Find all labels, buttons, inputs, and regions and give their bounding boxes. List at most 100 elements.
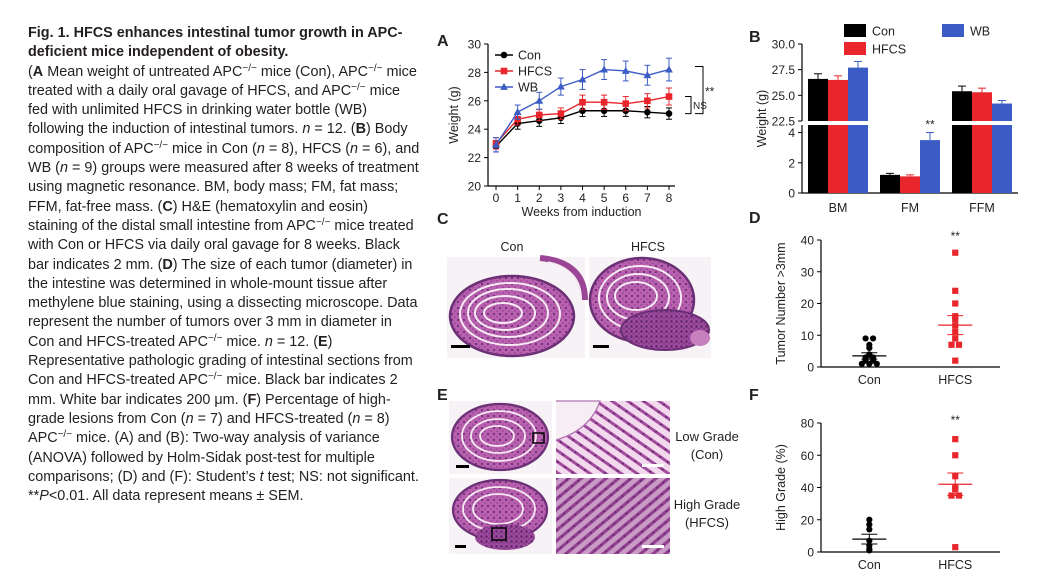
x-tick-label: 1 [514,191,521,205]
legend-swatch-hfcs [844,42,866,55]
scale-bar-2mm-c-con [451,345,470,348]
data-point-wb [665,65,673,73]
data-point-con [866,547,873,554]
micrograph-e-low-grade [449,401,552,474]
bar-wb-ffm [992,103,1012,121]
data-point-con [866,344,873,352]
legend-marker [500,51,508,59]
y-axis-label: Tumor Number >3mm [774,242,788,364]
data-point-wb [621,66,630,74]
panel-letter-d: D [749,210,761,227]
micrograph-c-hfcs-label: HFCS [631,240,665,254]
x-tick-label: Con [858,558,881,572]
data-point-con [858,360,865,367]
scale-bar-200um-e-bottom [642,545,664,548]
x-tick-label: 2 [536,191,543,205]
bar-hfcs-fm [900,176,920,193]
y-tick-label: 0 [807,361,814,375]
data-point-wb [535,96,544,104]
chart-f-high-grade: 0 20 40 60 80 High Grade (%) Con HFCS ** [774,413,1000,572]
y-tick-label: 2 [788,156,795,170]
data-point-con [665,110,673,117]
bar-hfcs-ffm [972,92,992,121]
bar-con-bm-lower [808,125,828,193]
x-tick-label: Con [858,373,881,387]
legend-marker [500,82,508,90]
x-axis-label: Weeks from induction [522,205,642,219]
legend-swatch-wb [942,24,964,37]
x-tick-label: HFCS [938,373,972,387]
panel-letter-b: B [749,29,761,46]
y-tick-label: 80 [801,417,815,431]
zoom-box-low-grade [532,432,545,444]
y-tick-label: 27.5 [772,63,796,77]
data-point-wb [556,82,565,90]
y-tick-label: 24 [468,123,482,137]
x-tick-label: 7 [644,191,651,205]
sig-bracket [695,66,704,115]
micrograph-c-hfcs [588,256,711,358]
scale-bar-2mm-c-hfcs [593,345,609,348]
panel-letter-f: F [749,387,759,404]
micrograph-e-low-grade-zoom [555,400,670,474]
data-point-hfcs [579,98,586,106]
data-point-hfcs [955,341,963,348]
bar-con-fm [880,174,900,193]
micrograph-c-con-label: Con [501,240,524,254]
caption-title: Fig. 1. HFCS enhances intestinal tumor g… [28,25,403,61]
y-tick-label: 20 [468,180,482,194]
data-point-con [644,108,651,116]
bar-hfcs-bm-lower [828,125,848,193]
data-point-wb [513,108,522,116]
bar-con-ffm [952,91,972,121]
y-axis-label: High Grade (%) [774,444,788,531]
data-point-con [873,360,880,367]
y-tick-label: 30.0 [772,38,796,52]
chart-b-body-composition: 22.5 25.0 27.5 30.0 0 2 4 Weight (g) BM FM FFM ** Co… [755,24,1018,215]
data-point-con [869,335,877,342]
micrograph-e-high-grade-label-2: (HFCS) [685,515,729,530]
y-tick-label: 4 [788,126,795,140]
data-point-hfcs [600,98,608,106]
data-point-hfcs [952,249,959,256]
bar-con-bm [808,78,828,121]
x-tick-label: 4 [579,191,586,205]
x-tick-label: HFCS [938,558,972,572]
micrograph-c-con [447,255,588,358]
data-point-hfcs [952,335,959,342]
micrograph-e-low-grade-label-2: (Con) [691,447,724,462]
x-tick-label: FFM [969,201,995,215]
y-tick-label: 40 [801,481,815,495]
data-point-wb [492,140,500,148]
data-point-hfcs [952,452,959,459]
y-tick-label: 0 [807,546,814,560]
data-point-con [866,526,873,533]
bar-hfcs-ffm-lower [972,125,992,193]
y-tick-label: 20 [801,513,815,527]
scale-bar-200um-e-top [642,464,664,467]
legend-swatch-con [844,24,866,37]
panel-letter-a: A [437,33,449,50]
bar-wb-fm [920,140,940,193]
data-point-con [866,360,873,367]
sig-label: ** [951,413,961,427]
x-tick-label: 3 [558,191,565,205]
y-axis-label: Weight (g) [447,86,461,143]
sig-label: ** [951,229,961,243]
data-point-wb [578,75,587,83]
data-point-hfcs [535,111,543,119]
panel-letter-c: C [437,211,449,228]
bar-con-ffm-lower [952,125,972,193]
data-point-hfcs [622,100,630,107]
data-point-hfcs [952,357,959,364]
x-tick-label: FM [901,201,919,215]
figure-caption: Fig. 1. HFCS enhances intestinal tumor g… [28,24,420,506]
legend-label-hfcs: HFCS [518,65,552,79]
scale-bar-2mm-e-bottom [455,545,466,548]
data-point-con [866,516,873,523]
x-tick-label: 6 [622,191,629,205]
y-tick-label: 30 [801,265,815,279]
y-tick-label: 0 [788,187,795,201]
